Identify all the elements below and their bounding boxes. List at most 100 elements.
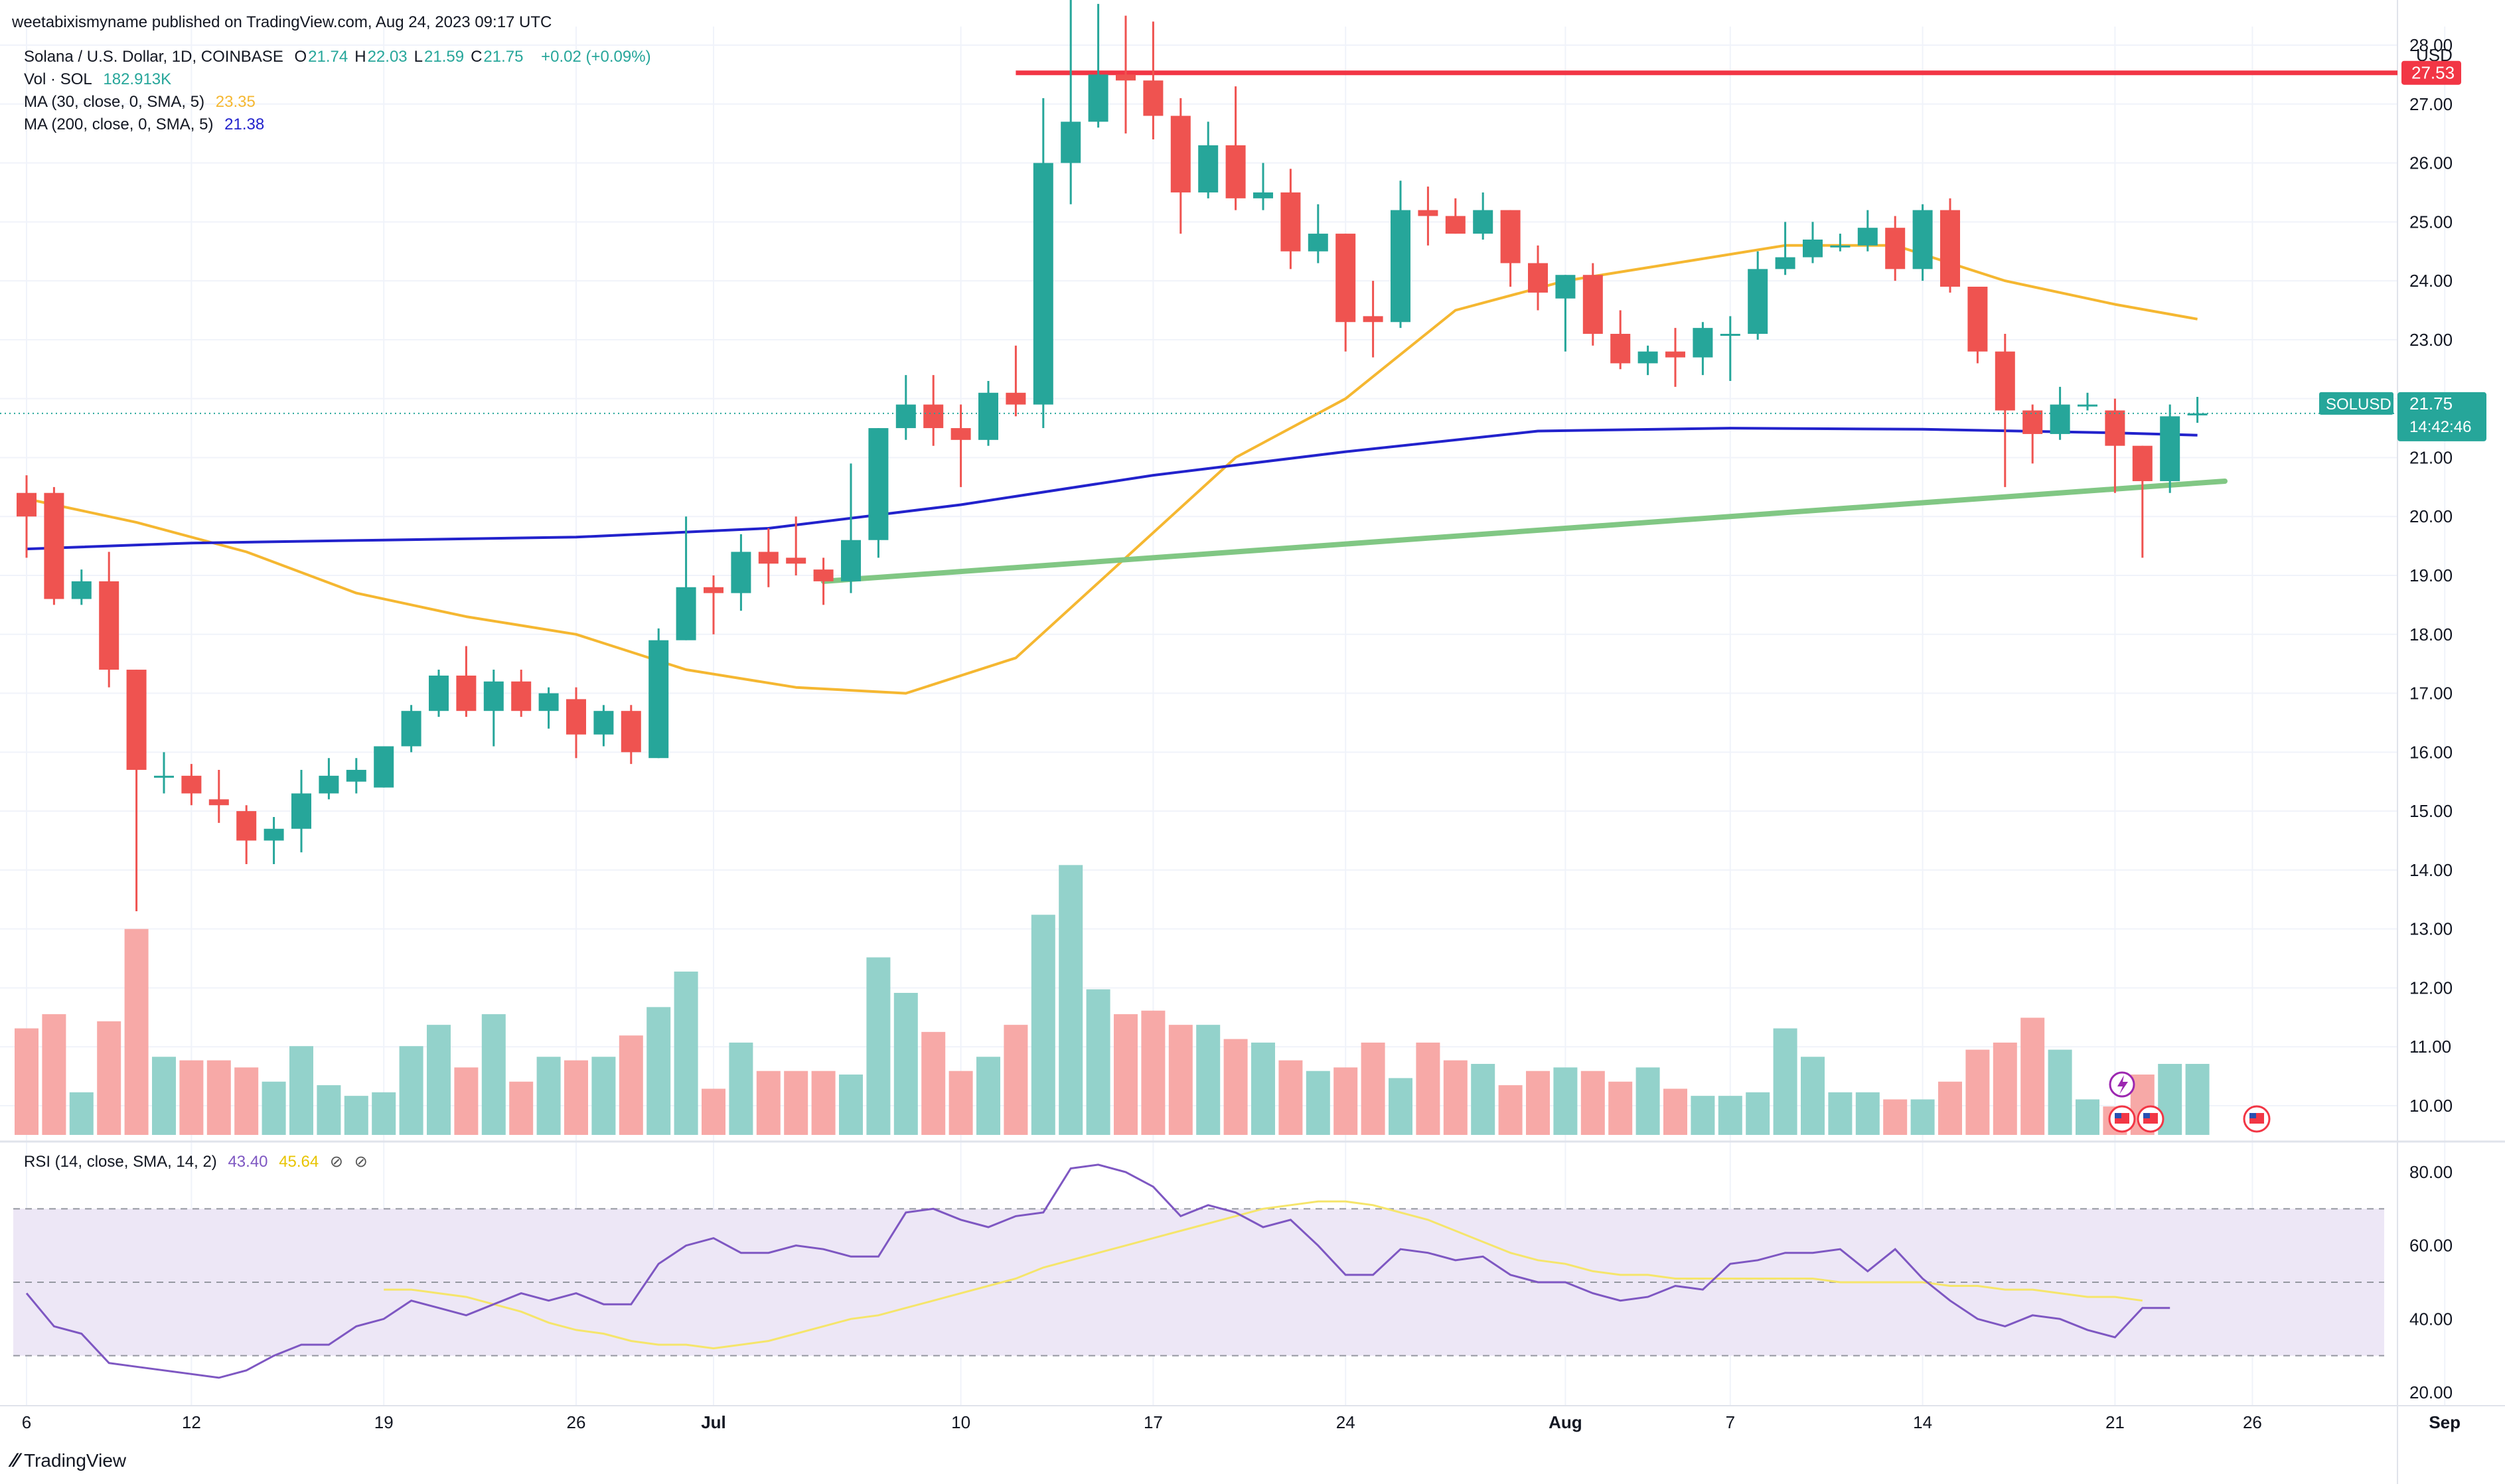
candle-up [978, 392, 998, 440]
candle-up [319, 775, 339, 794]
candle-up [1857, 228, 1878, 246]
volume-bar [1114, 1014, 1138, 1135]
us-flag-event-icon[interactable] [2108, 1105, 2136, 1133]
candle-up [1748, 269, 1768, 334]
hidden-eye-icon[interactable]: ⊘ [329, 1153, 344, 1171]
lightning-event-icon[interactable] [2109, 1071, 2135, 1098]
flag-icon-canton [2115, 1113, 2121, 1118]
ma200-value: 21.38 [224, 115, 265, 133]
volume-bar [1801, 1057, 1825, 1135]
volume-bar [454, 1067, 479, 1135]
volume-bar [1553, 1067, 1578, 1135]
legend-volume[interactable]: Vol · SOL 182.913K [24, 70, 178, 89]
volume-bar [262, 1081, 286, 1135]
candle-down [44, 492, 64, 599]
candle-up [2078, 404, 2097, 407]
symbol-tag-box [2319, 392, 2393, 415]
axes: USD28.0027.0026.0025.0024.0023.0022.0021… [22, 35, 2486, 1432]
price-axis-tick: 26.00 [2409, 153, 2453, 173]
volume-bar [1580, 1071, 1605, 1135]
ma30-value: 23.35 [215, 93, 256, 111]
volume-bar [619, 1035, 643, 1135]
candle-down [236, 811, 257, 841]
publish-info: weetabixismyname published on TradingVie… [12, 13, 552, 31]
volume-bar [344, 1096, 368, 1135]
candle-up [841, 540, 861, 581]
candle-down [1225, 145, 1246, 198]
volume-bar [15, 1028, 38, 1135]
candle-down [950, 428, 971, 440]
ohlc-value: 21.74 [308, 48, 348, 66]
volume-bar [536, 1057, 561, 1135]
ohlc-key: C [471, 48, 483, 66]
candle-down [1006, 392, 1026, 405]
tradingview-logo[interactable]: ⁄⁄ TradingView [12, 1449, 126, 1472]
candle-down [923, 404, 944, 429]
volume-bar [179, 1060, 204, 1135]
price-axis-tick: 25.00 [2409, 212, 2453, 232]
candle-down [758, 552, 779, 564]
hidden-eye-icon-2[interactable]: ⊘ [354, 1153, 368, 1171]
volume-bar [839, 1075, 863, 1135]
candlesticks [0, 0, 2397, 912]
us-flag-event-icon[interactable] [2137, 1105, 2164, 1133]
candle-down [1995, 351, 2015, 411]
candle-up [1473, 210, 1493, 234]
candle-down [1967, 286, 1988, 352]
volume-bar [1746, 1092, 1770, 1135]
volume-bar [1526, 1071, 1550, 1135]
ma200-line [26, 427, 2198, 551]
volume-bar [674, 971, 698, 1135]
volume-bar [1223, 1039, 1248, 1135]
legend-ma200[interactable]: MA (200, close, 0, SMA, 5) 21.38 [24, 115, 271, 134]
price-axis-tick: 16.00 [2409, 742, 2453, 762]
volume-bar [1086, 989, 1110, 1135]
candle-up [154, 775, 174, 778]
candle-up [1061, 121, 1081, 163]
price-axis-tick: 28.00 [2409, 35, 2453, 55]
us-flag-event-icon[interactable] [2243, 1105, 2271, 1133]
candle-down [208, 799, 229, 806]
volume-bar [646, 1007, 671, 1135]
candle-down [1418, 210, 1438, 216]
time-axis-tick: 24 [1336, 1412, 1355, 1432]
price-axis-tick: 27.00 [2409, 94, 2453, 114]
candle-down [621, 711, 641, 753]
candle-up [648, 640, 669, 759]
price-axis-tick: 12.00 [2409, 978, 2453, 998]
legend-symbol-line: Solana / U.S. Dollar, 1D, COINBASE O21.7… [24, 48, 658, 66]
candle-down [1445, 216, 1466, 234]
price-axis-tick: 18.00 [2409, 625, 2453, 644]
rsi-sma-value: 45.64 [279, 1153, 319, 1171]
volume-bar [124, 928, 149, 1135]
volume-bar [1993, 1042, 2017, 1135]
volume-bar [1361, 1042, 1385, 1135]
candle-up [1720, 334, 1740, 336]
candle-up [71, 581, 92, 599]
legend-ma30[interactable]: MA (30, close, 0, SMA, 5) 23.35 [24, 93, 262, 111]
volume-bar [1498, 1085, 1523, 1135]
volume-bar [427, 1025, 451, 1135]
ohlc-key: H [354, 48, 366, 66]
volume-bar [481, 1014, 506, 1135]
volume-bar [2048, 1049, 2072, 1135]
time-axis-tick: 10 [951, 1412, 970, 1432]
candle-down [1143, 80, 1164, 116]
legend-rsi[interactable]: RSI (14, close, SMA, 14, 2) 43.40 45.64 … [24, 1152, 374, 1171]
symbol-title[interactable]: Solana / U.S. Dollar, 1D, COINBASE [24, 48, 283, 66]
price-axis-tick: 13.00 [2409, 919, 2453, 939]
time-axis-tick: 26 [567, 1412, 586, 1432]
volume-bar [591, 1057, 616, 1135]
candle-up [429, 675, 449, 711]
volume-bar [1965, 1049, 1990, 1135]
candle-down [1363, 316, 1383, 323]
price-change: +0.02 (+0.09%) [541, 48, 651, 66]
volume-bar [866, 957, 891, 1135]
time-axis-tick: 14 [1913, 1412, 1932, 1432]
candle-up [2160, 416, 2180, 481]
ohlc-key: L [414, 48, 423, 66]
ohlc-value: 22.03 [367, 48, 408, 66]
candle-down [1170, 115, 1191, 192]
candle-down [1335, 234, 1356, 323]
